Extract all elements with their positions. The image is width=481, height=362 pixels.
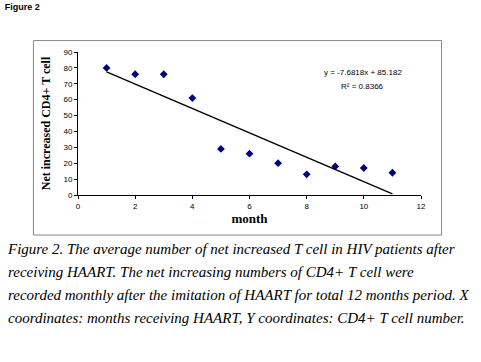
svg-text:4: 4 [190, 202, 195, 211]
svg-text:Net increased CD4+ T cell: Net increased CD4+ T cell [39, 56, 53, 190]
svg-text:50: 50 [63, 111, 72, 120]
svg-text:10: 10 [63, 175, 72, 184]
svg-text:2: 2 [133, 202, 138, 211]
svg-text:y = -7.6818x + 85.182: y = -7.6818x + 85.182 [324, 68, 402, 77]
svg-text:0: 0 [76, 202, 81, 211]
svg-text:12: 12 [417, 202, 426, 211]
svg-text:10: 10 [359, 202, 368, 211]
svg-text:40: 40 [63, 127, 72, 136]
svg-text:0: 0 [68, 191, 73, 200]
svg-text:8: 8 [304, 202, 309, 211]
svg-text:70: 70 [63, 80, 72, 89]
svg-text:30: 30 [63, 143, 72, 152]
svg-text:60: 60 [63, 95, 72, 104]
svg-text:6: 6 [247, 202, 252, 211]
svg-text:80: 80 [63, 64, 72, 73]
svg-text:month: month [231, 211, 268, 226]
svg-text:R² = 0.8366: R² = 0.8366 [341, 82, 384, 91]
svg-text:20: 20 [63, 159, 72, 168]
svg-text:90: 90 [63, 48, 72, 57]
svg-text:Figure 2: Figure 2 [5, 2, 40, 12]
html-text:Figure 2. The average number o: Figure 2. The average number of net incr… [8, 241, 469, 326]
